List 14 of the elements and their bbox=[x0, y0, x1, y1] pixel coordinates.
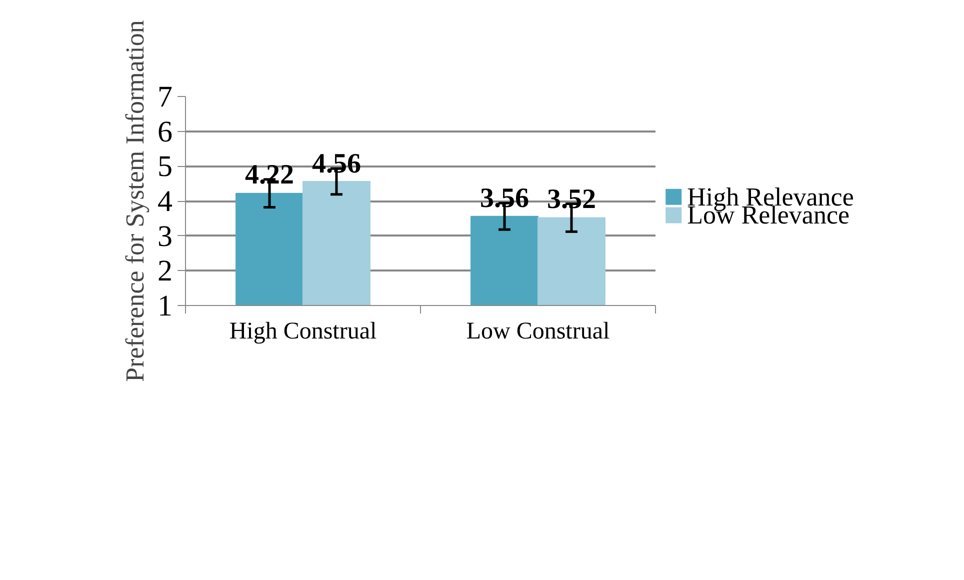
y-tick-label: 7 bbox=[158, 80, 172, 114]
y-tick-label: 5 bbox=[158, 150, 172, 184]
data-label: 3.52 bbox=[546, 184, 596, 215]
y-axis-title: Preference for System Information bbox=[120, 20, 150, 382]
data-label: 4.22 bbox=[245, 159, 294, 190]
x-tick-label: Low Construal bbox=[466, 318, 610, 344]
y-tick-label: 4 bbox=[158, 185, 172, 218]
x-tick-label: High Construal bbox=[229, 318, 377, 344]
data-label: 3.56 bbox=[480, 183, 530, 214]
y-tick-label: 2 bbox=[158, 254, 172, 288]
y-tick-label: 3 bbox=[158, 220, 172, 253]
y-tick-label: 6 bbox=[158, 115, 172, 148]
data-label: 4.56 bbox=[312, 148, 361, 180]
y-tick-label: 1 bbox=[158, 290, 172, 322]
